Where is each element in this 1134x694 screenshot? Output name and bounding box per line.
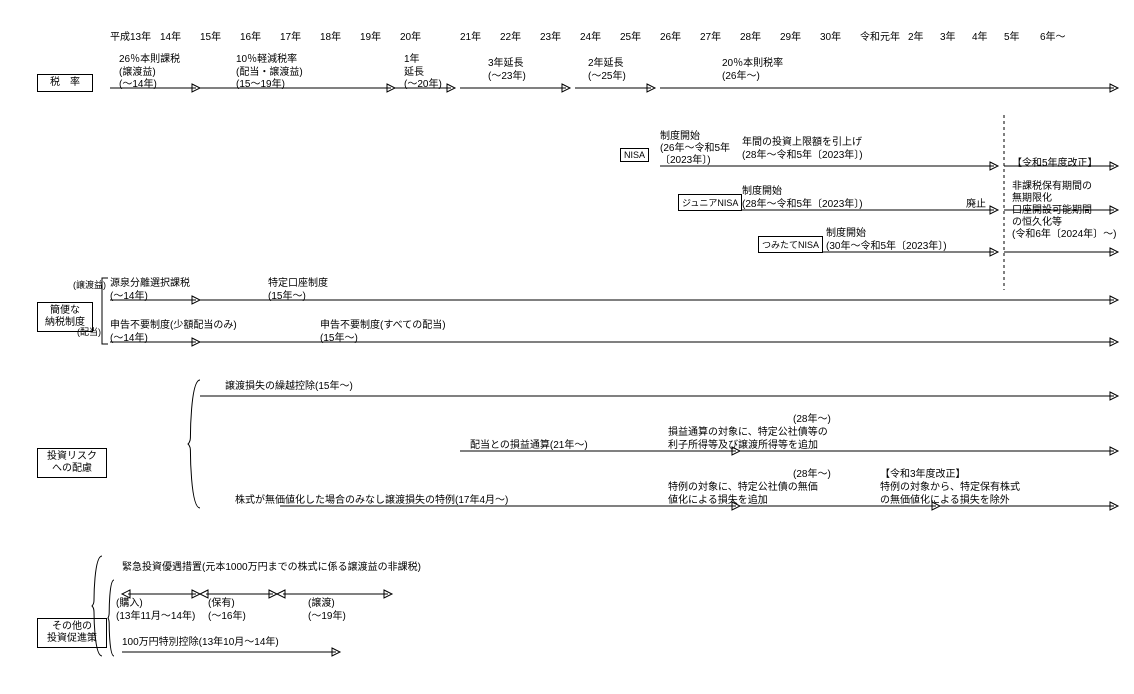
category-other: その他の投資促進策 xyxy=(37,618,107,648)
year-tick: 令和元年 xyxy=(860,28,900,43)
label-nisa_lab: NISA xyxy=(620,148,649,162)
arrow-label-tax1: 26％本則課税(譲渡益)(～14年) xyxy=(119,54,180,92)
label-tnisa_t1b: (30年～令和5年〔2023年〕) xyxy=(826,241,947,254)
arrow-label-tax6: 20％本則税率(26年～) xyxy=(722,58,783,83)
year-tick: 20年 xyxy=(400,28,421,43)
label-rk2b_lab1: (28年～) xyxy=(793,414,831,427)
arrow-label-ot4: 100万円特別控除(13年10月～14年) xyxy=(122,637,279,650)
label-rk3b_lab1: (28年～) xyxy=(793,469,831,482)
label-jnisa_t1b: (28年～令和5年〔2023年〕) xyxy=(742,199,863,212)
year-tick: 29年 xyxy=(780,28,801,43)
year-tick: 17年 xyxy=(280,28,301,43)
label-nisa_t2b: (28年～令和5年〔2023年〕) xyxy=(742,150,863,163)
label-post2024_t2: 非課税保有期間の xyxy=(1012,181,1092,194)
label-nisa_t1c: 〔2023年〕) xyxy=(660,155,711,168)
label-post2024_t3: 無期限化 xyxy=(1012,193,1052,206)
year-tick: 22年 xyxy=(500,28,521,43)
label-nisa_t2: 年間の投資上限額を引上げ xyxy=(742,137,862,150)
year-tick: 28年 xyxy=(740,28,761,43)
arrow-label-ot2: (保有)(～16年) xyxy=(208,598,246,623)
category-tax_rate: 税 率 xyxy=(37,74,93,92)
year-tick: 6年～ xyxy=(1040,28,1066,43)
arrow-label-ot3: (譲渡)(～19年) xyxy=(308,598,346,623)
arrow-label-tax5: 2年延長(～25年) xyxy=(588,58,626,83)
arrow-label-ot1: (購入)(13年11月～14年) xyxy=(116,598,195,623)
year-tick: 16年 xyxy=(240,28,261,43)
arrow-label-tax2: 10％軽減税率(配当・譲渡益)(15～19年) xyxy=(236,54,303,92)
year-tick: 30年 xyxy=(820,28,841,43)
label-post2024_t4: 口座開設可能期間 xyxy=(1012,205,1092,218)
year-tick: 21年 xyxy=(460,28,481,43)
arrow-label-tax3: 1年延長(～20年) xyxy=(404,54,442,92)
year-tick: 19年 xyxy=(360,28,381,43)
arrow-label-st4: 申告不要制度(すべての配当)(15年～) xyxy=(320,320,446,345)
label-jnisa_t1: 制度開始 xyxy=(742,186,782,199)
year-tick: 3年 xyxy=(940,28,956,43)
year-tick: 25年 xyxy=(620,28,641,43)
label-tnisa_t1: 制度開始 xyxy=(826,228,866,241)
year-tick: 23年 xyxy=(540,28,561,43)
year-tick: 平成13年 xyxy=(110,28,151,43)
label-ot_title: 緊急投資優遇措置(元本1000万円までの株式に係る譲渡益の非課税) xyxy=(122,562,421,575)
label-rk3c_lab2: 特例の対象から、特定保有株式 xyxy=(880,482,1020,495)
year-tick: 27年 xyxy=(700,28,721,43)
label-post2024_t6: (令和6年〔2024年〕～) xyxy=(1012,229,1116,242)
label-nisa_t1b: (26年～令和5年 xyxy=(660,143,730,156)
label-rk2b_lab3: 利子所得等及び譲渡所得等を追加 xyxy=(668,440,818,453)
arrow-label-st2: 特定口座制度(15年～) xyxy=(268,278,328,303)
year-tick: 4年 xyxy=(972,28,988,43)
arrow-label-tax4: 3年延長(～23年) xyxy=(488,58,526,83)
label-rk3b_lab3: 値化による損失を追加 xyxy=(668,495,768,508)
label-jnisa_t2: 廃止 xyxy=(966,199,986,212)
year-tick: 2年 xyxy=(908,28,924,43)
label-rk3c_lab1: 【令和3年度改正】 xyxy=(880,469,966,482)
year-tick: 14年 xyxy=(160,28,181,43)
label-simple_sub1: (譲渡益) xyxy=(73,280,106,291)
label-post2024_t5: の恒久化等 xyxy=(1012,217,1062,230)
label-simple_sub2: (配当) xyxy=(77,327,101,338)
label-rk3b_lab2: 特例の対象に、特定公社債の無価 xyxy=(668,482,818,495)
label-nisa_t1: 制度開始 xyxy=(660,131,700,144)
arrow-label-st1: 源泉分離選択課税(～14年) xyxy=(110,278,190,303)
label-jnisa_lab: ジュニアNISA xyxy=(678,194,742,211)
year-tick: 18年 xyxy=(320,28,341,43)
label-rk2b_lab2: 損益通算の対象に、特定公社債等の xyxy=(668,427,828,440)
year-tick: 15年 xyxy=(200,28,221,43)
year-tick: 26年 xyxy=(660,28,681,43)
label-tnisa_lab: つみたてNISA xyxy=(758,236,823,253)
bracket-br_risk xyxy=(188,380,204,508)
arrow-label-st3: 申告不要制度(少額配当のみ)(～14年) xyxy=(110,320,237,345)
year-tick: 5年 xyxy=(1004,28,1020,43)
year-tick: 24年 xyxy=(580,28,601,43)
category-risk: 投資リスクへの配慮 xyxy=(37,448,107,478)
label-post2024_t1: 【令和5年度改正】 xyxy=(1012,158,1098,171)
label-rk3_lab1: 株式が無価値化した場合のみなし譲渡損失の特例(17年4月～) xyxy=(235,495,508,508)
label-rk2_lab: 配当との損益通算(21年～) xyxy=(470,440,588,453)
arrow-label-rk1: 譲渡損失の繰越控除(15年～) xyxy=(225,381,353,394)
label-rk3c_lab3: の無価値化による損失を除外 xyxy=(880,495,1010,508)
